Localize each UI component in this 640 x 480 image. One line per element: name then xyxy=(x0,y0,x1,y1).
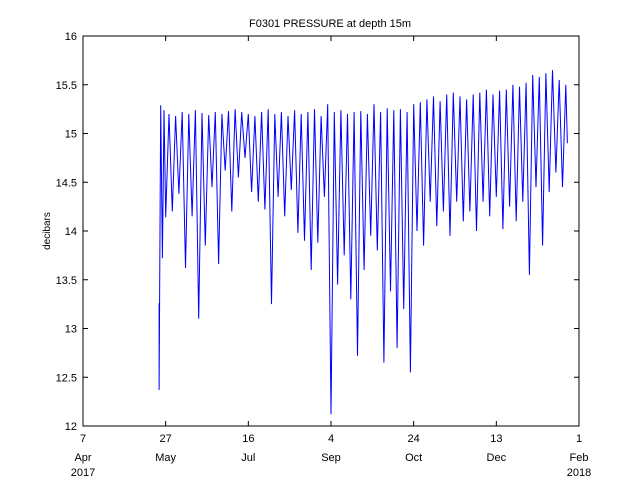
x-tick-label: 13 xyxy=(490,433,502,445)
x-tick-label: 16 xyxy=(242,433,254,445)
x-month-label: Apr xyxy=(74,452,91,464)
y-tick-label: 15.5 xyxy=(56,80,77,92)
x-month-label: Jul xyxy=(241,452,255,464)
x-axis-ticks: 7 Apr 27 May 16 Jul 4 Sep 24 Oct 13 Dec 1 Feb xyxy=(74,36,588,464)
year-label-end: 2018 xyxy=(567,467,591,479)
x-tick-label: 4 xyxy=(328,433,334,445)
y-tick-label: 14.5 xyxy=(56,177,77,189)
y-tick-label: 14 xyxy=(65,226,77,238)
x-tick-label: 1 xyxy=(576,433,582,445)
plot-area xyxy=(158,70,568,415)
x-tick-label: 7 xyxy=(80,433,86,445)
pressure-series-line xyxy=(158,70,568,415)
chart-title: F0301 PRESSURE at depth 15m xyxy=(249,18,411,30)
x-tick-label: 24 xyxy=(408,433,420,445)
y-tick-label: 12 xyxy=(65,421,77,433)
year-label-start: 2017 xyxy=(71,467,95,479)
y-tick-label: 16 xyxy=(65,31,77,43)
x-month-label: Oct xyxy=(405,452,422,464)
y-axis-label: decibars xyxy=(42,212,53,250)
x-month-label: Sep xyxy=(321,452,341,464)
y-tick-label: 12.5 xyxy=(56,372,77,384)
x-month-label: Feb xyxy=(570,452,589,464)
y-tick-label: 13 xyxy=(65,324,77,336)
y-axis-ticks: 12 12.5 13 13.5 14 14.5 15 15.5 16 xyxy=(56,31,579,433)
y-tick-label: 15 xyxy=(65,129,77,141)
x-month-label: Dec xyxy=(487,452,507,464)
x-month-label: May xyxy=(155,452,176,464)
x-tick-label: 27 xyxy=(160,433,172,445)
y-tick-label: 13.5 xyxy=(56,275,77,287)
